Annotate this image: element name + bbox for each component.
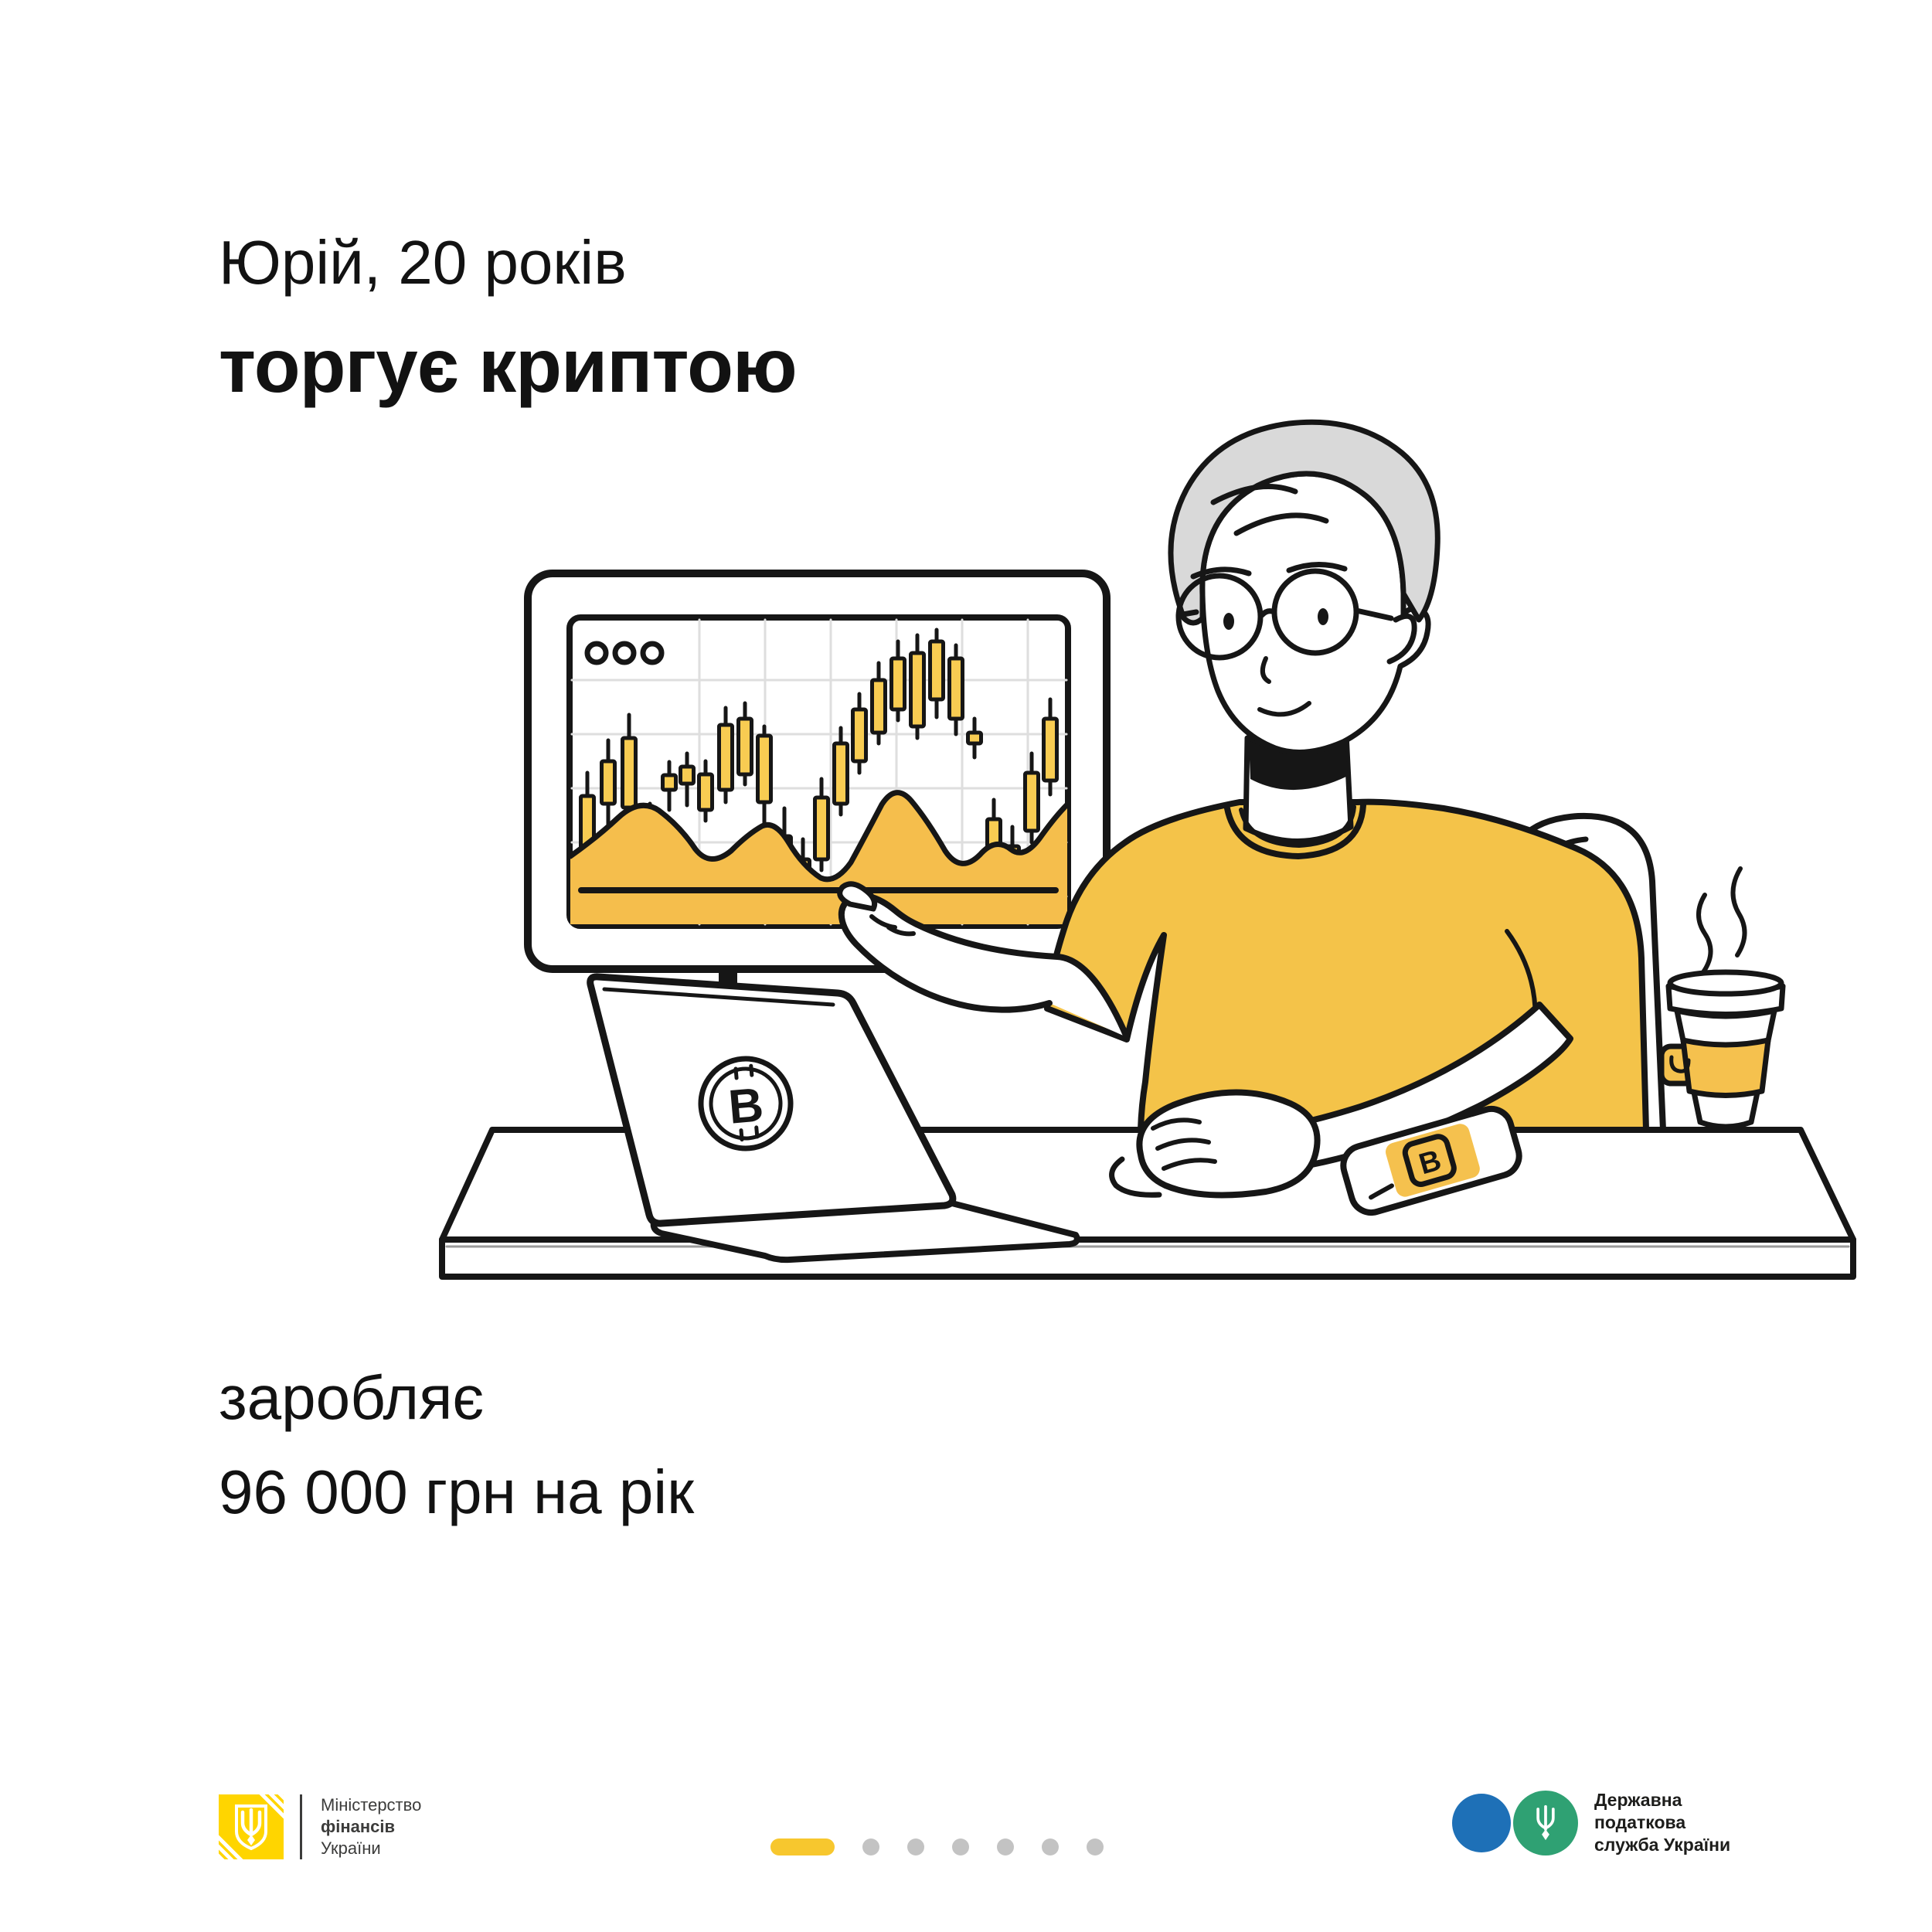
pagination-dot[interactable] [952, 1838, 969, 1855]
nose [1260, 656, 1271, 684]
collar [1224, 802, 1366, 859]
tshirt [1044, 798, 1649, 1133]
pagination-dot[interactable] [1042, 1838, 1059, 1855]
minfin-name: Міністерство фінансів України [300, 1794, 421, 1859]
earnings-amount: 96 000 грн на рік [219, 1458, 695, 1526]
ear [1386, 613, 1417, 665]
mouse-arm [1109, 1002, 1573, 1199]
smartphone: B [1340, 1105, 1522, 1216]
minfin-line3: України [321, 1838, 381, 1858]
eyes [1223, 608, 1328, 630]
earnings-block: заробляє 96 000 грн на рік [219, 1351, 694, 1539]
glasses-icon [1175, 568, 1394, 661]
footer: Міністерство фінансів України Державна п… [0, 1777, 1932, 1886]
person-activity: торгує криптою [219, 323, 798, 408]
man [837, 419, 1649, 1133]
minfin-logo-block: Міністерство фінансів України [219, 1794, 421, 1859]
minfin-line1: Міністерство [321, 1795, 422, 1815]
smile [1257, 701, 1311, 717]
hand-finger-lines [1151, 1117, 1217, 1171]
tax-line1: Державна [1594, 1790, 1682, 1810]
tax-line3: служба України [1594, 1835, 1731, 1855]
steam-icon [1696, 866, 1747, 975]
pointing-fingers [837, 881, 878, 912]
pagination-active-pill[interactable] [770, 1838, 835, 1855]
window-dots-icon [584, 641, 665, 665]
finger-lines [869, 914, 916, 937]
person-name-age: Юрій, 20 років [219, 228, 627, 297]
tax-service-block: Державна податкова служба України [1452, 1789, 1730, 1856]
tax-service-logo-icon [1452, 1790, 1578, 1855]
eyebrows [1190, 561, 1348, 580]
coffee-cup [1658, 866, 1786, 1130]
hair [1168, 419, 1440, 626]
pagination-dot[interactable] [1087, 1838, 1104, 1855]
pagination-dot[interactable] [997, 1838, 1014, 1855]
minfin-logo-icon [219, 1794, 284, 1859]
minfin-line2: фінансів [321, 1817, 396, 1836]
svg-text:B: B [726, 1078, 766, 1134]
laptop: B [587, 973, 1080, 1264]
carousel-pagination [770, 1838, 1104, 1855]
tax-line2: податкова [1594, 1812, 1686, 1832]
earnings-verb: заробляє [219, 1363, 485, 1432]
pagination-dot[interactable] [907, 1838, 924, 1855]
area-chart-outline [567, 790, 1070, 883]
computer-mouse [1109, 1156, 1162, 1198]
monitor [524, 570, 1111, 1116]
pagination-dot[interactable] [862, 1838, 879, 1855]
collar-inner [1239, 804, 1356, 848]
hair-strands [1210, 484, 1329, 536]
tax-service-name: Державна податкова служба України [1594, 1789, 1730, 1856]
bitcoin-logo-icon: B [698, 1056, 794, 1151]
pointing-arm [838, 892, 1130, 1040]
headline-block: Юрій, 20 років торгує криптою [219, 228, 798, 408]
